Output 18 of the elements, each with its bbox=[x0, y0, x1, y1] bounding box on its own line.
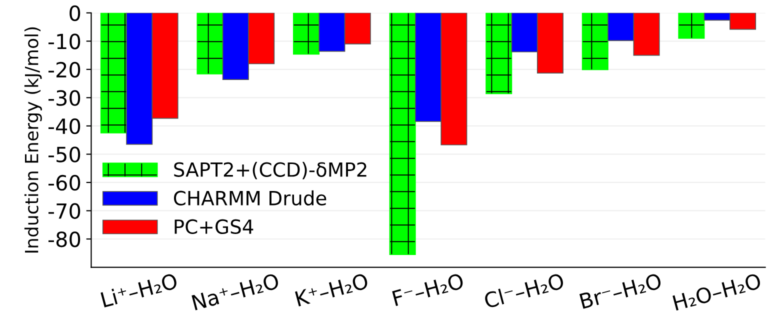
x-tick-label: K⁺–H₂O bbox=[294, 272, 369, 307]
y-tick-label: -50 bbox=[48, 146, 80, 162]
y-tick-label: -70 bbox=[48, 203, 80, 219]
y-tick-label: -30 bbox=[48, 90, 80, 106]
y-tick-label: -20 bbox=[48, 62, 80, 78]
y-axis-title: Induction Energy (kJ/mol) bbox=[24, 27, 42, 253]
y-tick-label: -60 bbox=[48, 174, 80, 191]
x-tick-label: Cl⁻–H₂O bbox=[483, 272, 565, 309]
y-tick-label: 0 bbox=[70, 5, 80, 22]
x-tick-label: Br⁻–H₂O bbox=[579, 272, 662, 310]
legend-label: PC+GS4 bbox=[174, 219, 254, 234]
y-tick-label: -40 bbox=[48, 118, 80, 134]
legend-label: SAPT2+(CCD)-δMP2 bbox=[174, 162, 366, 180]
legend-label: CHARMM Drude bbox=[174, 190, 326, 206]
y-tick-label: -10 bbox=[48, 34, 80, 50]
x-tick-label: F⁻–H₂O bbox=[392, 272, 464, 306]
y-tick-label: -80 bbox=[48, 231, 80, 248]
x-tick-label: Li⁺–H₂O bbox=[100, 272, 178, 308]
